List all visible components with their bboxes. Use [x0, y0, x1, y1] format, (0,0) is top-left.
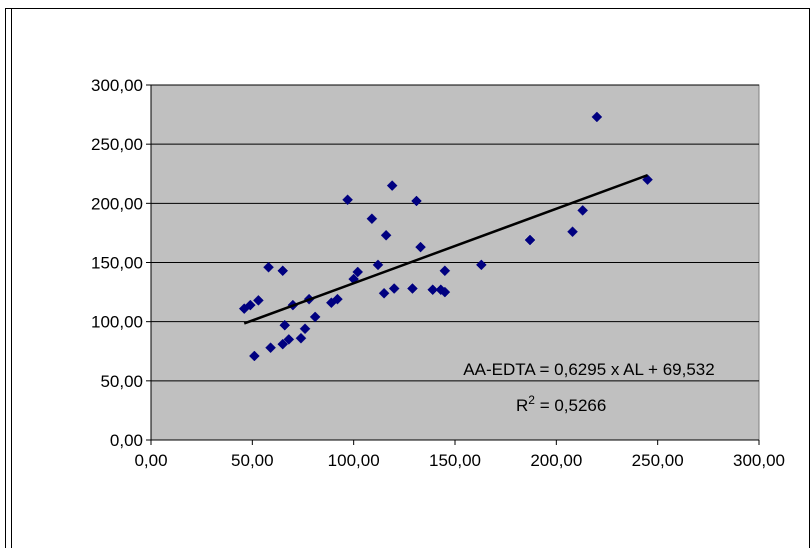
x-tick-label: 300,00: [733, 451, 785, 470]
x-axis-ticks: 0,00 50,00 100,00 150,00 200,00 250,00 300,00: [134, 440, 785, 470]
data-point: [388, 283, 400, 294]
data-point: [524, 234, 536, 246]
data-point: [263, 261, 274, 273]
x-tick-label: 150,00: [429, 451, 481, 470]
data-points: [238, 111, 653, 362]
data-point: [352, 266, 364, 278]
data-point: [591, 111, 603, 123]
trendline: [243, 174, 648, 325]
data-point: [332, 293, 343, 305]
data-point: [439, 265, 451, 277]
y-tick-label: 200,00: [91, 194, 143, 213]
data-point: [366, 213, 378, 225]
data-point: [249, 350, 260, 362]
data-point: [378, 287, 390, 299]
x-tick-label: 50,00: [231, 451, 274, 470]
data-point: [427, 284, 439, 296]
x-tick-label: 250,00: [632, 451, 684, 470]
data-point: [295, 332, 307, 344]
x-tick-label: 200,00: [530, 451, 582, 470]
y-tick-label: 150,00: [91, 254, 143, 273]
data-point: [283, 334, 295, 345]
data-point: [253, 295, 264, 306]
y-axis-ticks: 0,00 50,00 100,00 150,00 200,00 250,00 300,00: [91, 76, 151, 450]
data-point: [342, 194, 353, 206]
x-tick-label: 100,00: [328, 451, 380, 470]
x-tick-label: 0,00: [134, 451, 167, 470]
data-point: [567, 226, 578, 238]
data-point: [277, 338, 289, 350]
data-point: [372, 259, 384, 271]
r-squared-label: R2 = 0,5266: [516, 393, 606, 415]
y-tick-label: 0,00: [110, 431, 143, 450]
data-point: [265, 342, 276, 354]
data-point: [309, 311, 321, 323]
data-point: [439, 286, 451, 298]
chart-frame-inner: [11, 8, 810, 548]
data-point: [277, 265, 289, 277]
gridlines: [151, 84, 759, 382]
data-point: [279, 319, 291, 331]
data-point: [407, 283, 418, 294]
y-tick-label: 300,00: [91, 76, 143, 95]
data-point: [299, 323, 311, 335]
data-point: [380, 229, 392, 241]
y-tick-label: 250,00: [91, 135, 143, 154]
data-point: [577, 205, 589, 216]
data-point: [386, 180, 398, 191]
data-point: [244, 299, 256, 311]
data-point: [411, 195, 422, 207]
data-point: [415, 241, 426, 253]
y-tick-label: 50,00: [100, 372, 143, 391]
trendline-equation: AA-EDTA = 0,6295 x AL + 69,532: [463, 360, 714, 379]
data-point: [475, 259, 487, 271]
y-tick-label: 100,00: [91, 313, 143, 332]
